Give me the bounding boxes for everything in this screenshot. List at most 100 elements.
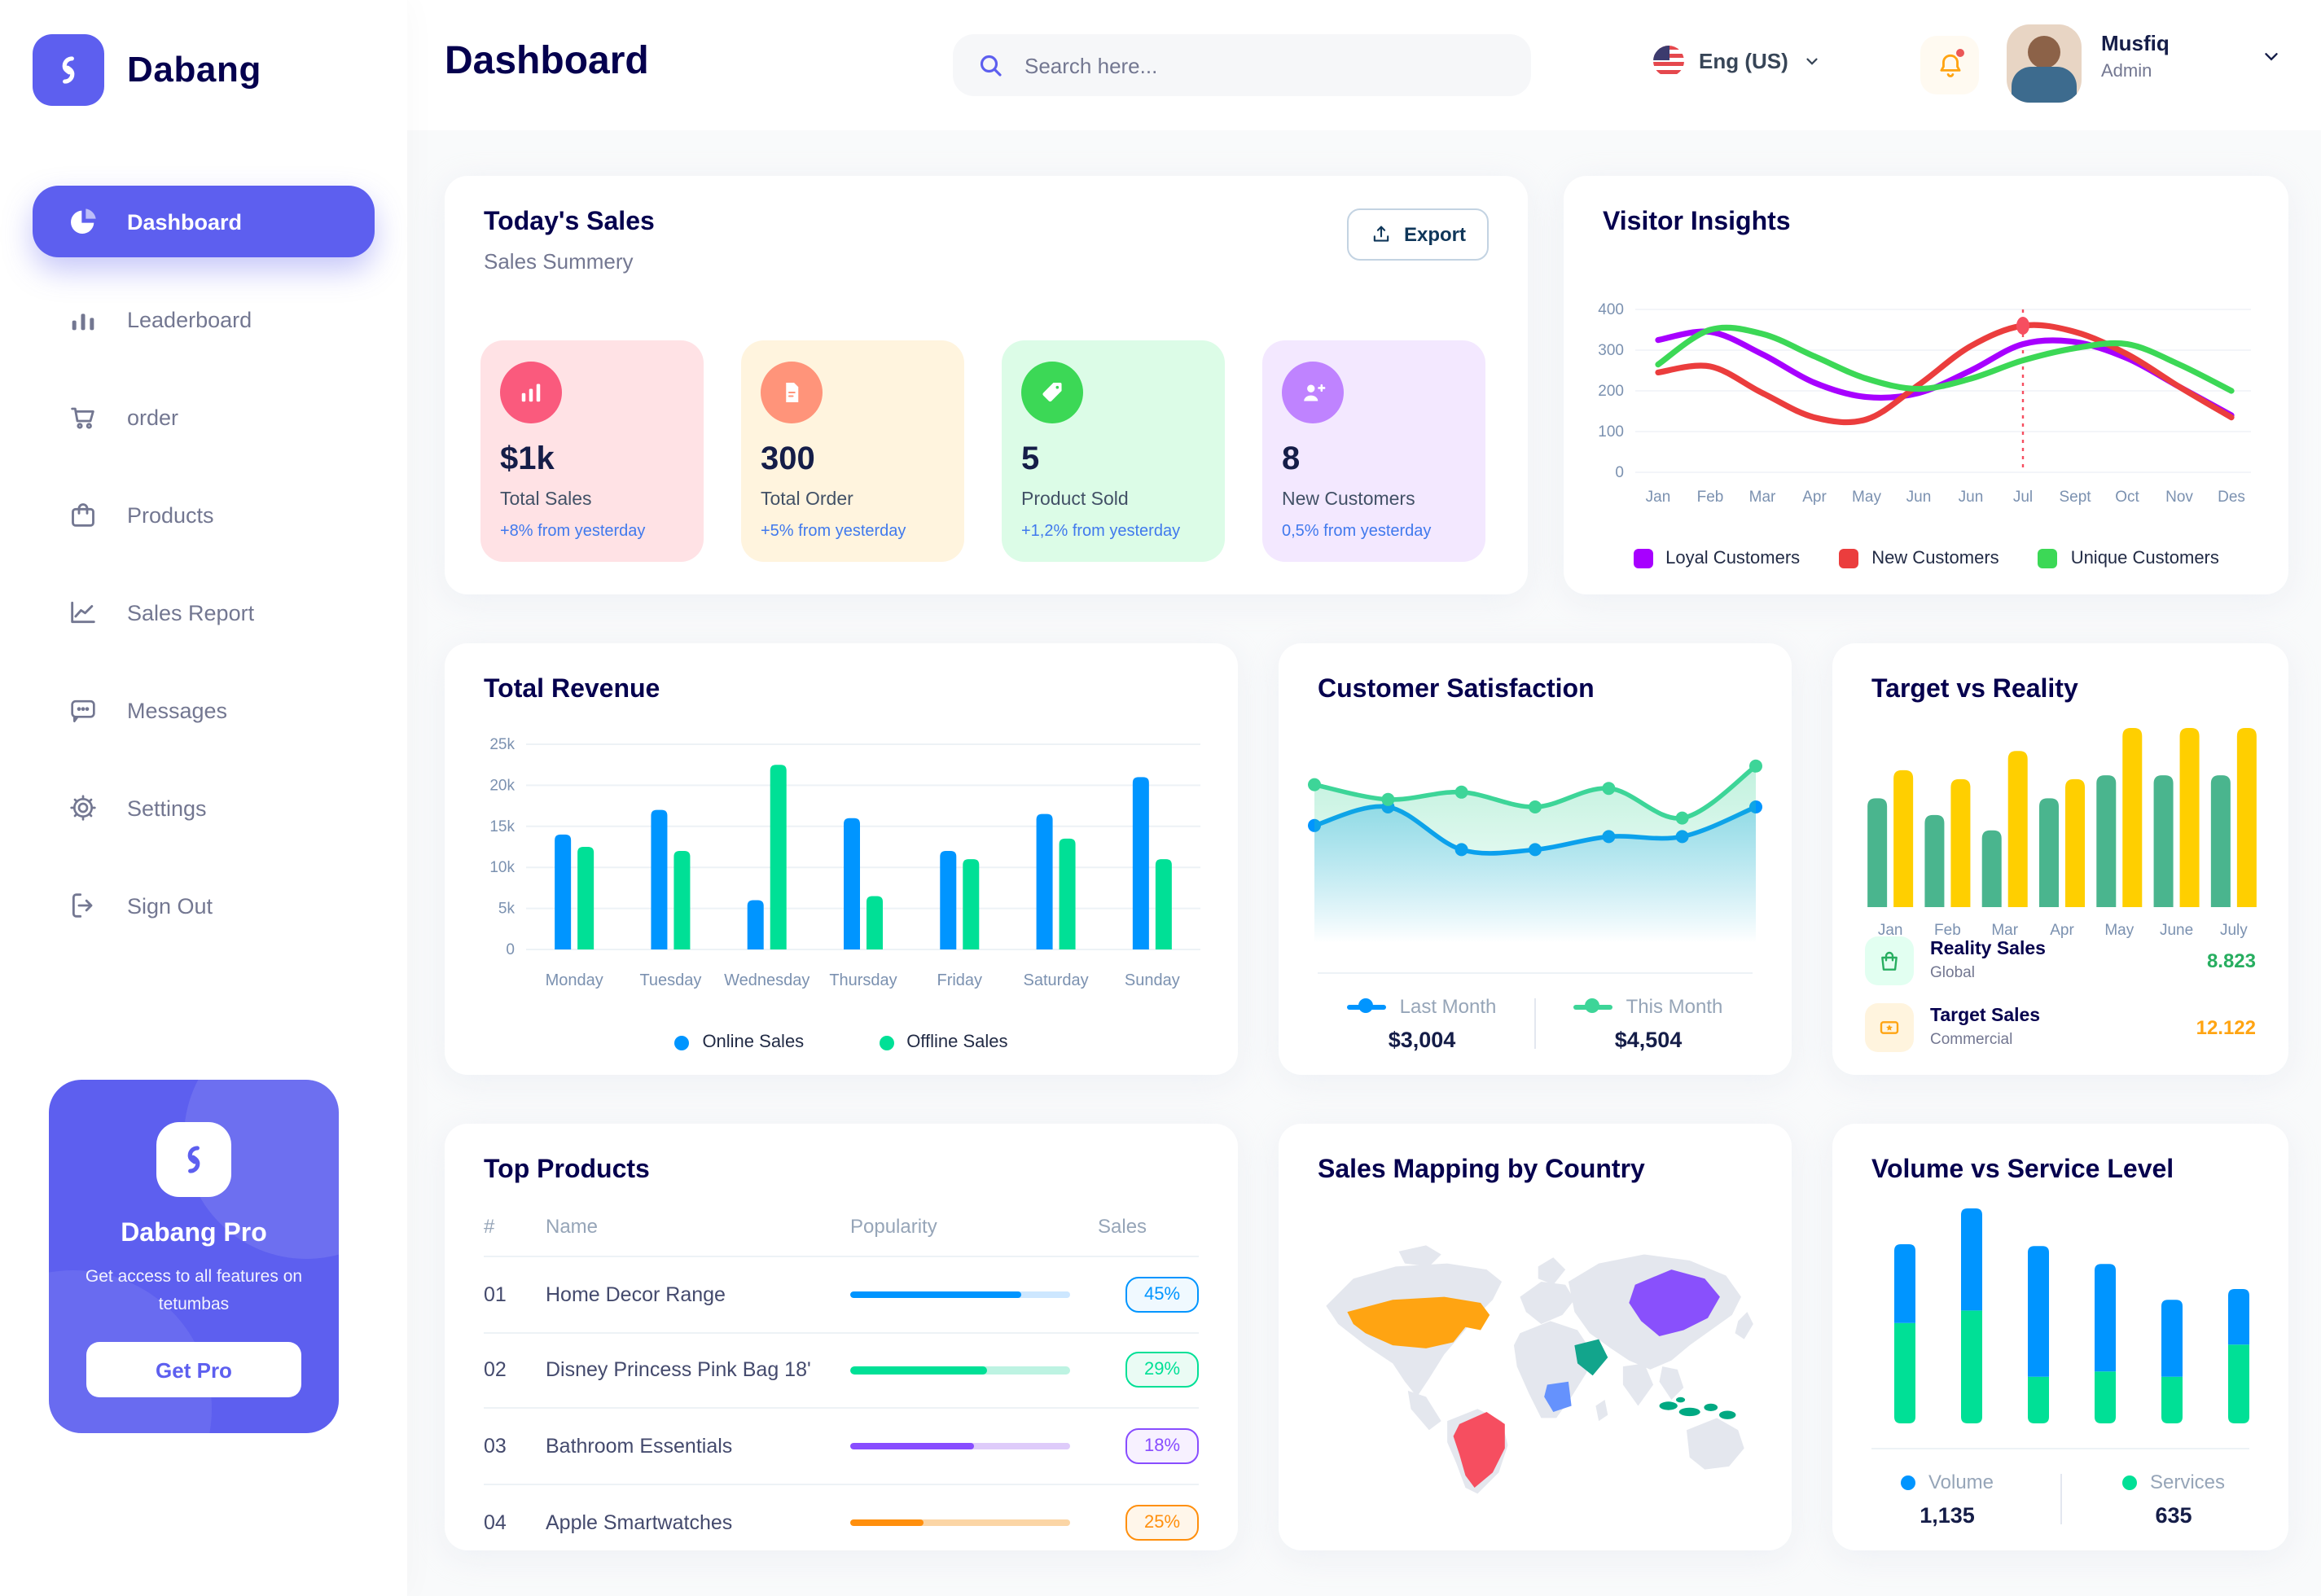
svg-text:5k: 5k bbox=[498, 901, 516, 918]
sidebar-item-sales-report[interactable]: Sales Report bbox=[33, 577, 375, 648]
user-chevron-down-icon[interactable] bbox=[2261, 46, 2282, 67]
unique-customers-chip bbox=[2038, 549, 2058, 568]
table-row[interactable]: 02 Disney Princess Pink Bag 18' 29% bbox=[484, 1333, 1199, 1409]
legend-label: Volume bbox=[1928, 1471, 1994, 1493]
customer-satisfaction-card: Customer Satisfaction Last Month $3,004 … bbox=[1279, 643, 1792, 1075]
popularity-bar bbox=[850, 1366, 1070, 1374]
brand-logo-row: Dabang bbox=[0, 0, 407, 117]
svg-text:20k: 20k bbox=[489, 777, 515, 794]
svg-text:July: July bbox=[2220, 922, 2248, 939]
customer-satisfaction-legend: Last Month $3,004 This Month $4,504 bbox=[1279, 995, 1792, 1052]
search-icon bbox=[976, 50, 1005, 80]
export-button[interactable]: Export bbox=[1346, 208, 1489, 261]
stat-value: 8 bbox=[1282, 441, 1301, 477]
col-sales: Sales bbox=[1098, 1215, 1147, 1238]
bag-icon bbox=[65, 497, 101, 533]
page-title: Dashboard bbox=[445, 39, 649, 83]
cart-icon bbox=[65, 399, 101, 435]
table-header: # Name Popularity Sales bbox=[484, 1215, 1199, 1257]
todays-sales-title: Today's Sales bbox=[484, 208, 655, 236]
stat-trend: +5% from yesterday bbox=[761, 523, 906, 541]
svg-text:Sept: Sept bbox=[2059, 489, 2091, 506]
search-bar[interactable] bbox=[953, 34, 1531, 96]
top-products-title: Top Products bbox=[484, 1156, 650, 1184]
brand-name: Dabang bbox=[127, 49, 261, 90]
export-icon bbox=[1373, 226, 1389, 242]
stat-total-sales: $1k Total Sales +8% from yesterday bbox=[480, 340, 704, 562]
svg-text:Apr: Apr bbox=[2050, 922, 2074, 939]
table-row[interactable]: 04 Apple Smartwatches 25% bbox=[484, 1484, 1199, 1560]
svg-text:400: 400 bbox=[1598, 301, 1624, 318]
language-selector[interactable]: Eng (US) bbox=[1653, 46, 1821, 77]
stat-label: Product Sold bbox=[1021, 490, 1129, 510]
user-meta[interactable]: Musfiq Admin bbox=[2101, 31, 2170, 81]
sidebar-item-settings[interactable]: Settings bbox=[33, 772, 375, 844]
todays-sales-subtitle: Sales Summery bbox=[484, 249, 634, 274]
shopping-bag-icon bbox=[1865, 936, 1914, 985]
stat-label: Total Order bbox=[761, 490, 853, 510]
target-sales-value: 12.122 bbox=[2196, 1016, 2256, 1039]
svg-text:Mar: Mar bbox=[1749, 489, 1776, 506]
online-sales-dot bbox=[674, 1035, 690, 1050]
get-pro-button[interactable]: Get Pro bbox=[86, 1342, 301, 1397]
search-input[interactable] bbox=[1021, 51, 1508, 79]
services-dot bbox=[2121, 1475, 2137, 1489]
export-label: Export bbox=[1403, 223, 1466, 246]
popularity-bar bbox=[850, 1291, 1070, 1298]
notifications-button[interactable] bbox=[1920, 36, 1979, 94]
legend-sublabel: Commercial bbox=[1930, 1031, 2013, 1049]
legend-label: Target Sales bbox=[1930, 1006, 2041, 1026]
legend-label: Online Sales bbox=[702, 1033, 805, 1052]
sidebar-item-messages[interactable]: Messages bbox=[33, 674, 375, 746]
gear-icon bbox=[65, 790, 101, 826]
sidebar-item-leaderboard[interactable]: Leaderboard bbox=[33, 283, 375, 355]
offline-sales-dot bbox=[879, 1035, 894, 1050]
sales-badge: 18% bbox=[1125, 1427, 1199, 1464]
top-header: Dashboard Eng (US) Musfiq Admin bbox=[407, 0, 2321, 130]
sidebar-item-products[interactable]: Products bbox=[33, 479, 375, 550]
svg-text:Friday: Friday bbox=[937, 971, 982, 989]
row-name: Bathroom Essentials bbox=[546, 1434, 733, 1458]
sidebar-item-label: Settings bbox=[127, 796, 207, 820]
avatar[interactable] bbox=[2007, 24, 2082, 103]
svg-text:Jan: Jan bbox=[1646, 489, 1671, 506]
legend-sublabel: Global bbox=[1930, 964, 1975, 982]
top-products-table: # Name Popularity Sales 01 Home Decor Ra… bbox=[484, 1215, 1199, 1560]
stat-product-sold: 5 Product Sold +1,2% from yesterday bbox=[1002, 340, 1225, 562]
legend-label: Offline Sales bbox=[906, 1033, 1008, 1052]
stat-value: 300 bbox=[761, 441, 815, 477]
divider bbox=[2060, 1474, 2061, 1524]
sidebar-item-order[interactable]: order bbox=[33, 381, 375, 453]
sidebar-item-dashboard[interactable]: Dashboard bbox=[33, 186, 375, 257]
legend-label: Loyal Customers bbox=[1665, 549, 1801, 568]
visitor-insights-title: Visitor Insights bbox=[1603, 208, 1791, 236]
todays-sales-card: Today's Sales Sales Summery Export $1k T… bbox=[445, 176, 1528, 594]
stats-row: $1k Total Sales +8% from yesterday 300 T… bbox=[480, 340, 1485, 562]
target-vs-reality-chart: Jan Feb Mar Apr May June July bbox=[1855, 715, 2266, 943]
stat-label: Total Sales bbox=[500, 490, 592, 510]
row-num: 03 bbox=[484, 1434, 507, 1458]
svg-text:Monday: Monday bbox=[546, 971, 603, 989]
divider bbox=[1534, 998, 1536, 1049]
table-row[interactable]: 03 Bathroom Essentials 18% bbox=[484, 1409, 1199, 1484]
table-row[interactable]: 01 Home Decor Range 45% bbox=[484, 1257, 1199, 1333]
stat-label: New Customers bbox=[1282, 490, 1415, 510]
svg-text:Wednesday: Wednesday bbox=[724, 971, 809, 989]
line-chart-icon bbox=[65, 594, 101, 630]
pie-chart-icon bbox=[65, 204, 101, 239]
col-name: Name bbox=[546, 1215, 599, 1238]
volume-service-card: Volume vs Service Level Volume 1,135 Ser… bbox=[1832, 1124, 2288, 1550]
svg-text:May: May bbox=[2104, 922, 2134, 939]
visitor-insights-legend: Loyal Customers New Customers Unique Cus… bbox=[1564, 549, 2288, 568]
svg-text:Jul: Jul bbox=[2013, 489, 2033, 506]
chevron-down-icon bbox=[1806, 58, 1818, 65]
sidebar-item-sign-out[interactable]: Sign Out bbox=[33, 870, 375, 941]
sales-mapping-card: Sales Mapping by Country bbox=[1279, 1124, 1792, 1550]
top-products-card: Top Products # Name Popularity Sales 01 … bbox=[445, 1124, 1238, 1550]
brand-logo-icon bbox=[33, 34, 104, 106]
sidebar: Dabang Dashboard Leaderboard order bbox=[0, 0, 407, 1596]
user-name: Musfiq bbox=[2101, 31, 2170, 55]
row-num: 02 bbox=[484, 1358, 507, 1382]
language-label: Eng (US) bbox=[1699, 49, 1788, 73]
